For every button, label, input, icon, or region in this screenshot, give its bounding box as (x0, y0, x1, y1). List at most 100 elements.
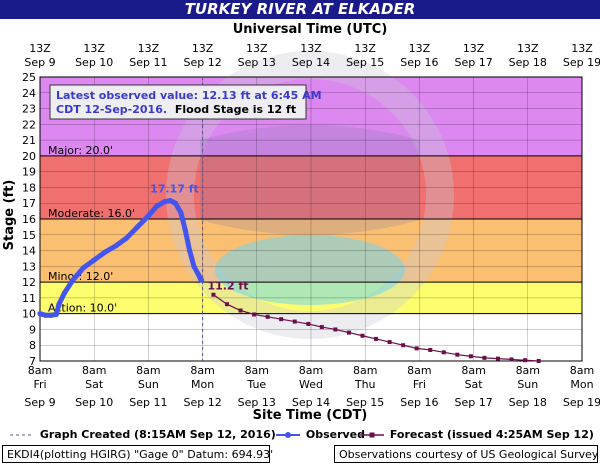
bottom-tick-day: Sep 19 (563, 396, 600, 409)
forecast-point (414, 346, 419, 351)
y-tick-label: 21 (22, 134, 36, 147)
y-tick-label: 11 (22, 292, 36, 305)
y-tick-label: 25 (22, 71, 36, 84)
y-tick-label: 23 (22, 103, 36, 116)
y-tick-label: 22 (22, 118, 36, 131)
bottom-tick-day: Sep 9 (24, 396, 55, 409)
top-tick-day: Sep 11 (129, 56, 167, 69)
forecast-point (374, 336, 379, 341)
observed-point (69, 277, 76, 284)
top-axis-title: Universal Time (UTC) (233, 22, 388, 37)
y-tick-label: 7 (29, 355, 36, 368)
top-tick-hour: 13Z (409, 42, 431, 55)
top-tick-day: Sep 10 (75, 56, 113, 69)
legend-graph-created-label: Graph Created (8:15AM Sep 12, 2016) (39, 428, 276, 441)
observed-point (56, 301, 62, 307)
forecast-point (224, 302, 229, 307)
top-tick-hour: 13Z (463, 42, 485, 55)
forecast-point (346, 330, 351, 335)
top-tick-day: Sep 12 (183, 56, 221, 69)
legend-forecast-label: Forecast (issued 4:25AM Sep 12) (389, 428, 594, 441)
bottom-tick-weekday: Sat (85, 378, 104, 391)
forecast-point (306, 321, 311, 326)
forecast-point (211, 292, 216, 297)
forecast-point (319, 325, 324, 330)
observed-peak-label: 17.17 ft (150, 183, 199, 196)
top-tick-hour: 13Z (246, 42, 268, 55)
legend-graph-created: Graph Created (8:15AM Sep 12, 2016) (10, 428, 276, 441)
footer-datum: EKDI4(plotting HGIRG) "Gage 0" Datum: 69… (2, 445, 273, 463)
observed-point (167, 197, 173, 204)
forecast-point (279, 317, 284, 322)
info-line-2-date: CDT 12-Sep-2016. (56, 103, 167, 116)
observed-point (102, 249, 108, 255)
forecast-point (441, 350, 446, 355)
observed-point (124, 235, 130, 241)
bottom-tick-day: Sep 12 (183, 396, 221, 409)
bottom-tick-day: Sep 11 (129, 396, 167, 409)
chart-title: TURKEY RIVER AT ELKADER (0, 0, 600, 19)
bottom-tick-hour: 8am (190, 364, 214, 377)
y-tick-label: 14 (22, 245, 36, 258)
observed-point (191, 263, 197, 269)
bottom-tick-day: Sep 14 (292, 396, 330, 409)
top-tick-hour: 13Z (138, 42, 160, 55)
bottom-tick-hour: 8am (570, 364, 594, 377)
forecast-point (238, 308, 243, 313)
top-tick-hour: 13Z (83, 42, 105, 55)
y-tick-label: 18 (22, 181, 36, 194)
bottom-tick-hour: 8am (28, 364, 52, 377)
forecast-first-label: 11.2 ft (207, 280, 248, 293)
forecast-point (252, 312, 257, 317)
top-tick-hour: 13Z (354, 42, 376, 55)
forecast-point (536, 359, 541, 363)
top-tick-day: Sep 15 (346, 56, 384, 69)
legend-observed-label: Observed (305, 428, 366, 441)
top-tick-day: Sep 13 (238, 56, 276, 69)
observed-point (153, 203, 160, 209)
observed-point (162, 199, 168, 205)
top-tick-day: Sep 9 (24, 56, 55, 69)
bottom-tick-weekday: Sun (517, 378, 538, 391)
observed-point (53, 311, 59, 318)
plot-frame (39, 76, 583, 362)
bottom-tick-weekday: Mon (191, 378, 214, 391)
svg-text:CDT 12-Sep-2016. Flood S: CDT 12-Sep-2016. Flood Stage is 12 ft (56, 103, 296, 116)
bottom-tick-weekday: Sun (138, 378, 159, 391)
y-tick-label: 12 (22, 276, 36, 289)
observed-point (195, 271, 201, 277)
bottom-tick-weekday: Fri (413, 378, 426, 391)
y-tick-label: 13 (22, 260, 36, 273)
y-axis-title: Stage (ft) (2, 180, 17, 251)
forecast-point (401, 343, 406, 348)
y-tick-label: 8 (29, 339, 36, 352)
bottom-tick-day: Sep 18 (509, 396, 547, 409)
forecast-point (292, 319, 297, 324)
flood-label-moderate: Moderate: 16.0' (48, 207, 135, 220)
top-tick-hour: 13Z (571, 42, 593, 55)
observed-point (42, 312, 49, 318)
y-tick-label: 20 (22, 150, 36, 163)
bottom-tick-hour: 8am (299, 364, 323, 377)
hydrograph-chart: Major: 20.0' Moderate: 16.0' Minor: 12.0' A… (2, 22, 600, 423)
legend: Graph Created (8:15AM Sep 12, 2016) Obse… (0, 426, 600, 442)
bottom-tick-weekday: Fri (33, 378, 46, 391)
forecast-point (428, 347, 433, 352)
legend-forecast: Forecast (issued 4:25AM Sep 12) (360, 428, 594, 441)
legend-observed: Observed (276, 428, 365, 441)
observed-point (134, 224, 141, 230)
observed-point (178, 210, 184, 216)
top-tick-hour: 13Z (29, 42, 51, 55)
bottom-tick-hour: 8am (353, 364, 377, 377)
observed-point (172, 200, 179, 206)
bottom-tick-weekday: Mon (570, 378, 593, 391)
bottom-tick-hour: 8am (136, 364, 160, 377)
y-tick-label: 19 (22, 166, 36, 179)
info-line-1: Latest observed value: 12.13 ft at 6:45 … (56, 89, 322, 102)
bottom-tick-weekday: Thu (354, 378, 376, 391)
bottom-tick-weekday: Wed (299, 378, 323, 391)
bottom-tick-day: Sep 15 (346, 396, 384, 409)
bottom-tick-day: Sep 10 (75, 396, 113, 409)
info-line-2-flood: Flood Stage is 12 ft (175, 103, 296, 116)
